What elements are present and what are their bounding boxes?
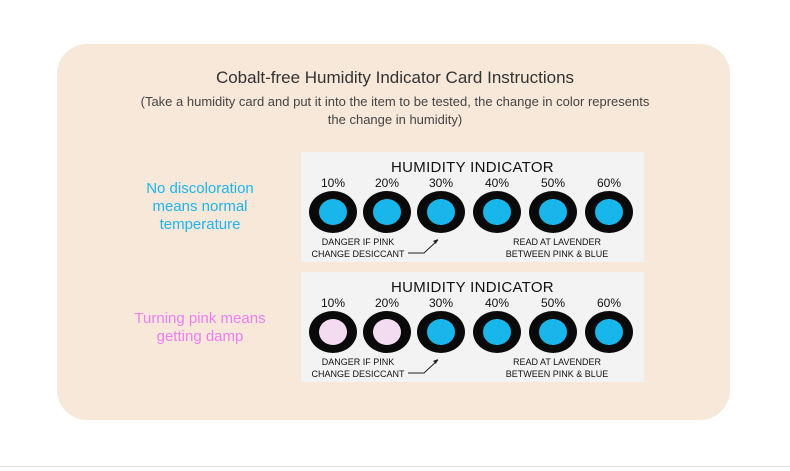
note-line: DANGER IF PINK xyxy=(321,237,395,247)
card-title: HUMIDITY INDICATOR xyxy=(391,159,554,176)
row-label: Turning pink means getting damp xyxy=(110,310,290,346)
note-line: BETWEEN PINK & BLUE xyxy=(505,249,609,259)
indicator-dot-pink xyxy=(309,311,357,353)
indicator-dot-pink xyxy=(363,311,411,353)
indicator-dot-blue xyxy=(417,311,465,353)
level-label: 10% xyxy=(320,296,346,310)
danger-note: DANGER IF PINK CHANGE DESICCANT xyxy=(303,356,413,380)
indicator-dot-blue xyxy=(363,191,411,233)
level-label: 50% xyxy=(540,176,566,190)
humidity-indicator-card: HUMIDITY INDICATOR 10% 20% 30% 40% 50% 60% DANG… xyxy=(301,152,644,262)
card-title: HUMIDITY INDICATOR xyxy=(391,279,554,296)
humidity-indicator-card: HUMIDITY INDICATOR 10% 20% 30% 40% 50% 60% DANG… xyxy=(301,272,644,382)
indicator-dot-blue xyxy=(473,191,521,233)
level-label: 30% xyxy=(428,176,454,190)
row-label-line: temperature xyxy=(159,216,241,233)
arrow-icon xyxy=(408,239,439,254)
arrow-icon xyxy=(408,359,439,374)
note-line: CHANGE DESICCANT xyxy=(311,249,405,259)
level-label: 50% xyxy=(540,296,566,310)
level-label: 40% xyxy=(484,176,510,190)
level-label: 60% xyxy=(596,176,622,190)
row-label-line: means normal xyxy=(152,198,248,215)
note-line: BETWEEN PINK & BLUE xyxy=(505,369,609,379)
subtitle: (Take a humidity card and put it into th… xyxy=(140,94,650,127)
indicator-dot-blue xyxy=(585,311,633,353)
row-label: No discoloration means normal temperature xyxy=(110,180,290,234)
level-label: 30% xyxy=(428,296,454,310)
read-note: READ AT LAVENDER BETWEEN PINK & BLUE xyxy=(497,236,617,260)
indicator-dot-blue xyxy=(585,191,633,233)
page-title: Cobalt-free Humidity Indicator Card Inst… xyxy=(215,68,575,87)
level-label: 10% xyxy=(320,176,346,190)
divider xyxy=(0,466,790,467)
row-label-line: No discoloration xyxy=(146,180,254,197)
indicator-dot-blue xyxy=(309,191,357,233)
note-line: CHANGE DESICCANT xyxy=(311,369,405,379)
indicator-dot-blue xyxy=(529,311,577,353)
indicator-dot-blue xyxy=(417,191,465,233)
danger-note: DANGER IF PINK CHANGE DESICCANT xyxy=(303,236,413,260)
note-line: READ AT LAVENDER xyxy=(512,237,602,247)
note-line: DANGER IF PINK xyxy=(321,357,395,367)
indicator-dot-blue xyxy=(473,311,521,353)
level-label: 20% xyxy=(374,176,400,190)
row-label-line: Turning pink means xyxy=(134,310,266,327)
level-label: 60% xyxy=(596,296,622,310)
row-label-line: getting damp xyxy=(156,328,244,345)
level-label: 40% xyxy=(484,296,510,310)
note-line: READ AT LAVENDER xyxy=(512,357,602,367)
read-note: READ AT LAVENDER BETWEEN PINK & BLUE xyxy=(497,356,617,380)
indicator-dot-blue xyxy=(529,191,577,233)
level-label: 20% xyxy=(374,296,400,310)
